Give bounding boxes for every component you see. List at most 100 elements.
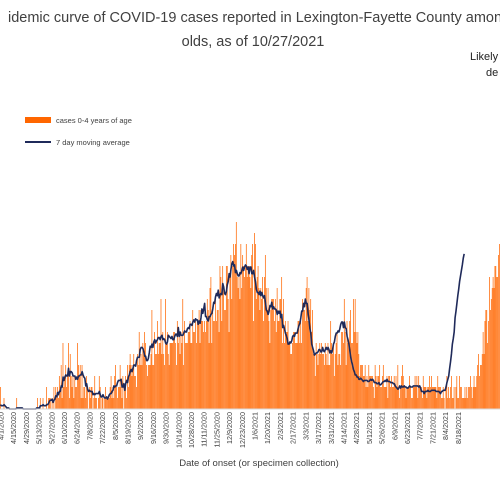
case-bar (407, 387, 409, 409)
case-bar (477, 365, 479, 409)
case-bar (166, 343, 167, 409)
case-bar (392, 387, 394, 409)
case-bar (71, 387, 73, 409)
case-bar (107, 398, 108, 409)
case-bar (342, 332, 343, 409)
case-bar (61, 398, 63, 409)
case-bar (421, 387, 422, 409)
case-bar (245, 244, 247, 409)
case-bar (295, 343, 297, 409)
case-bar (491, 288, 493, 409)
case-bar (172, 343, 174, 409)
case-bar (323, 365, 325, 409)
case-bar (475, 387, 477, 409)
x-tick-label: 1/20/2021 (263, 412, 272, 444)
case-bar (376, 387, 378, 409)
case-bar (210, 277, 212, 409)
case-bar (406, 387, 408, 409)
case-bar (93, 398, 95, 409)
case-bar (176, 365, 177, 409)
case-bar (124, 387, 126, 409)
case-bar (142, 343, 144, 409)
case-bar (286, 332, 288, 409)
x-tick-label: 8/4/2021 (441, 412, 450, 440)
case-bar (234, 255, 235, 409)
case-bar (385, 387, 387, 409)
case-bar (327, 343, 329, 409)
case-bar (496, 277, 498, 409)
case-bar (423, 387, 425, 409)
case-bar (178, 332, 180, 409)
case-bar (205, 321, 207, 409)
case-bar (458, 398, 459, 409)
case-bar (129, 354, 131, 409)
case-bar (78, 376, 80, 409)
x-tick-label: 4/15/2020 (9, 412, 18, 444)
case-bar (255, 299, 257, 409)
case-bar (358, 354, 360, 409)
case-bar (485, 310, 487, 409)
x-tick-label: 9/30/2020 (162, 412, 171, 444)
case-bar (480, 365, 481, 409)
case-bar (228, 332, 230, 409)
x-tick-label: 10/28/2020 (187, 412, 196, 448)
case-bar (159, 343, 161, 409)
case-bar (147, 376, 148, 409)
case-bar (16, 398, 18, 409)
case-bar (166, 332, 168, 409)
case-bar (96, 398, 97, 409)
legend-bar-swatch (25, 117, 51, 123)
case-bar (224, 310, 225, 409)
case-bar (208, 343, 210, 409)
case-bar (307, 321, 309, 409)
case-bar (132, 365, 134, 409)
case-bar (85, 398, 87, 409)
case-bar (117, 387, 119, 409)
case-bar (195, 321, 196, 409)
case-bar (188, 332, 190, 409)
case-bar (217, 310, 219, 409)
case-bar (375, 376, 377, 409)
case-bar (119, 365, 121, 409)
case-bar (112, 387, 114, 409)
case-bar (371, 376, 372, 409)
case-bar (277, 321, 279, 409)
case-bar (90, 387, 92, 409)
case-bar (320, 354, 322, 409)
case-bar (355, 332, 357, 409)
case-bar (219, 266, 221, 409)
case-bar (418, 376, 420, 409)
case-bar (354, 299, 356, 409)
case-bar (445, 387, 447, 409)
case-bar (372, 387, 374, 409)
case-bar (313, 354, 314, 409)
case-bar (42, 398, 44, 409)
case-bar (492, 277, 494, 409)
case-bar (221, 321, 223, 409)
case-bar (282, 343, 283, 409)
case-bar (212, 310, 214, 409)
case-bar (102, 398, 104, 409)
case-bar (254, 244, 256, 409)
case-bar (335, 343, 337, 409)
case-bar (402, 376, 404, 409)
case-bar (293, 332, 294, 409)
x-tick-label: 7/21/2021 (428, 412, 437, 444)
case-bar (319, 343, 321, 409)
x-tick-label: 5/26/2021 (378, 412, 387, 444)
case-bar (264, 277, 265, 409)
case-bar (194, 332, 195, 409)
case-bar (116, 387, 117, 409)
case-bar (362, 376, 364, 409)
case-bar (471, 398, 473, 409)
case-bars (0, 222, 500, 409)
case-bar (316, 354, 318, 409)
x-tick-label: 6/10/2020 (60, 412, 69, 444)
case-bar (281, 277, 283, 409)
case-bar (161, 354, 163, 409)
case-bar (344, 332, 346, 409)
case-bar (457, 398, 459, 409)
case-bar (331, 343, 332, 409)
case-bar (184, 321, 185, 409)
case-bar (70, 376, 72, 409)
